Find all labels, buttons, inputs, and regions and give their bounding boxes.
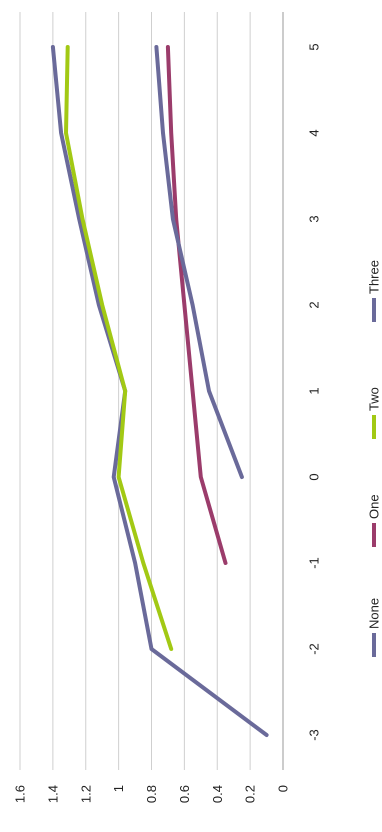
legend-label-three: Three <box>367 260 382 294</box>
series-line-two <box>64 45 174 651</box>
value-tick-label: 0.8 <box>144 785 159 803</box>
value-tick-label: 0 <box>276 785 291 792</box>
legend-label-none: None <box>367 598 382 629</box>
category-tick-label: 1 <box>307 387 322 394</box>
grid-lines <box>19 12 251 770</box>
series-line-three <box>154 45 244 479</box>
value-tick-label: 0.6 <box>177 785 192 803</box>
value-tick-label: 1.6 <box>13 785 28 803</box>
category-tick-label: 5 <box>307 43 322 50</box>
value-tick-label: 0.4 <box>210 785 225 803</box>
category-tick-label: -3 <box>307 729 322 741</box>
category-tick-label: 2 <box>307 301 322 308</box>
legend-label-one: One <box>367 494 382 519</box>
category-tick-label: -2 <box>307 643 322 655</box>
series-lines <box>50 45 269 737</box>
legend-label-two: Two <box>367 387 382 411</box>
legend: None One Two Three <box>367 260 382 657</box>
value-axis-ticks: 0 0.2 0.4 0.6 0.8 1 1.2 1.4 1.6 <box>13 785 291 803</box>
value-tick-label: 0.2 <box>243 785 258 803</box>
category-tick-label: 0 <box>307 473 322 480</box>
value-tick-label: 1.2 <box>78 785 93 803</box>
category-tick-label: -1 <box>307 557 322 569</box>
category-tick-label: 4 <box>307 129 322 136</box>
category-tick-label: 3 <box>307 215 322 222</box>
value-tick-label: 1 <box>111 785 126 792</box>
value-tick-label: 1.4 <box>45 785 60 803</box>
series-line-none <box>50 45 269 737</box>
category-axis-ticks: -3 -2 -1 0 1 2 3 4 5 <box>307 43 322 740</box>
series-line-one <box>165 45 228 565</box>
